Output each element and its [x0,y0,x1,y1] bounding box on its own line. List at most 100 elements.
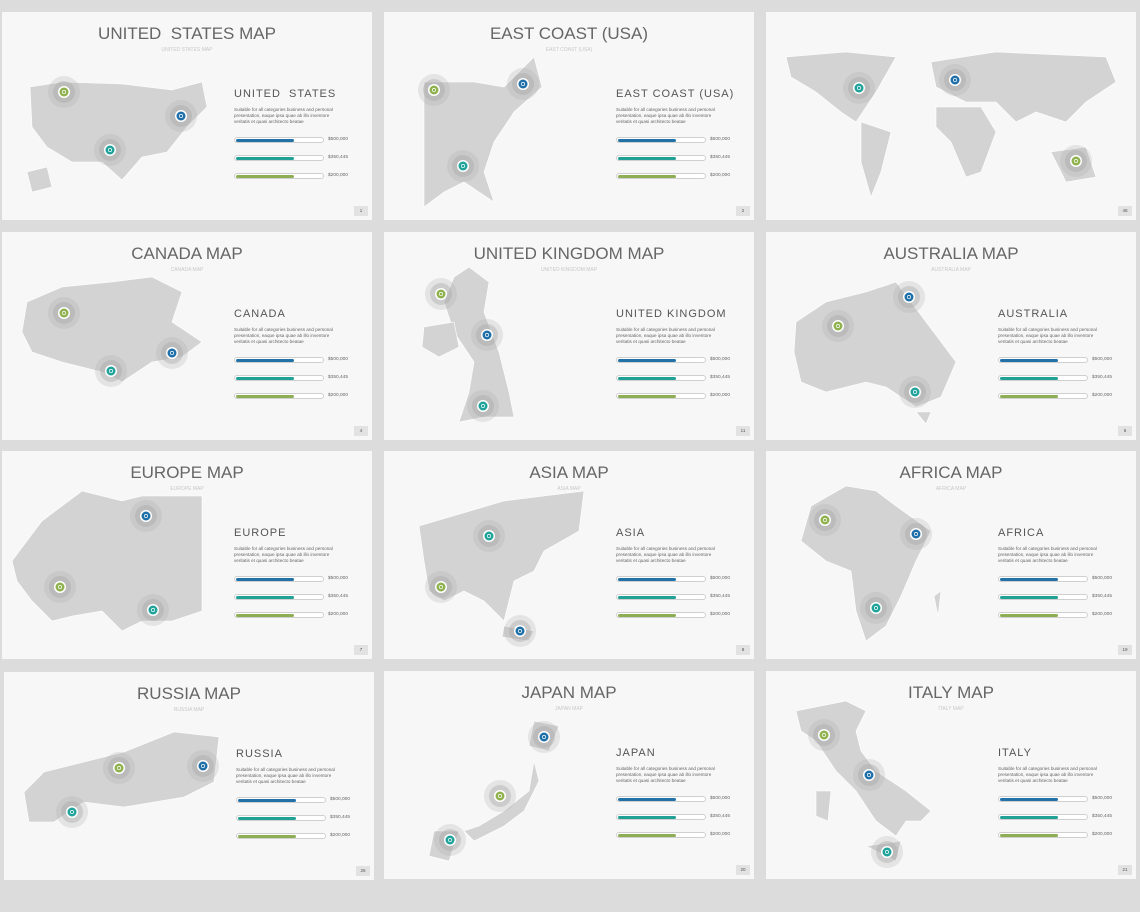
progress-value: $500,000 [1092,357,1113,362]
progress-track [616,137,706,143]
progress-fill [1000,358,1058,362]
map-region [421,321,460,358]
progress-value: $500,000 [710,796,731,801]
progress-fill [618,358,676,362]
map-marker [481,404,485,408]
slide-title: ASIA MAP [529,463,609,482]
progress-fill [1000,376,1058,380]
region-heading: ITALY [998,747,1032,759]
map [23,731,220,828]
map-region [29,81,208,181]
progress-track [236,797,326,803]
map [418,490,585,647]
progress-value: $200,000 [710,832,731,837]
progress-value: $350,445 [328,155,349,160]
progress-track [998,357,1088,363]
progress-fill [1000,613,1058,617]
region-description: Suitable for all categories business and… [234,546,333,563]
map-marker [58,585,62,589]
map-marker [885,850,889,854]
progress-track [998,393,1088,399]
slide: UNITED STATES MAP UNITED STATES MAP UNITED… [2,12,372,220]
progress-value: $350,445 [1092,594,1113,599]
map [21,276,203,387]
map-region [443,266,515,423]
progress-track [616,375,706,381]
progress-track [616,393,706,399]
region-heading: ASIA [616,527,646,539]
map [11,490,203,632]
map-region [860,121,892,198]
slide: AUSTRALIA MAP AUSTRALIA MAP AUSTRALIA Suita… [766,232,1136,440]
map-region [23,731,220,823]
progress-value: $500,000 [328,137,349,142]
map-marker [439,292,443,296]
progress-value: $350,445 [710,375,731,380]
progress-fill [236,613,294,617]
map [793,281,957,425]
progress-fill [238,798,296,802]
progress-fill [618,595,676,599]
map-marker [518,629,522,633]
map-marker [521,82,525,86]
progress-track [234,594,324,600]
slide-title: EAST COAST (USA) [489,24,649,43]
map-region [463,760,540,842]
slide-subtitle: RUSSIA MAP [173,707,205,713]
page-number: 1 [354,206,368,216]
region-heading: AFRICA [998,527,1045,539]
slide: EUROPE MAP EUROPE MAP EUROPE Suitable for a… [2,451,372,659]
progress-track [616,576,706,582]
slide-title: RUSSIA MAP [137,684,241,703]
slide-title: AFRICA MAP [899,463,1003,482]
progress-track [998,832,1088,838]
map-marker [108,148,112,152]
page-number: 2 [736,206,750,216]
page-number: 26 [356,866,370,876]
slide-title: EUROPE MAP [130,463,244,482]
progress-fill [1000,797,1058,801]
progress-fill [238,816,296,820]
map-marker [151,608,155,612]
slide: ITALY MAP ITALY MAP ITALY Suitable for all … [766,671,1136,879]
slide-title: JAPAN MAP [521,683,617,702]
slide-subtitle: AUSTRALIA MAP [931,267,971,273]
progress-track [616,594,706,600]
page-number: 8 [736,645,750,655]
slide: RUSSIA MAP RUSSIA MAP RUSSIA Suitable for a… [4,672,374,880]
map-marker [485,333,489,337]
map-region [935,106,997,178]
map-marker [953,78,957,82]
region-heading: AUSTRALIA [998,308,1069,320]
progress-fill [236,138,294,142]
slide-title: ITALY MAP [908,683,994,702]
map-marker [70,810,74,814]
slide: UNITED KINGDOM MAP UNITED KINGDOM MAP UNIT… [384,232,754,440]
region-description: Suitable for all categories business and… [616,327,715,344]
progress-track [616,612,706,618]
region-description: Suitable for all categories business and… [234,107,333,124]
map-marker [432,88,436,92]
progress-fill [236,174,294,178]
map-marker [822,733,826,737]
map-marker [1074,159,1078,163]
slide-subtitle: EUROPE MAP [170,486,204,492]
map-region [915,411,932,425]
region-description: Suitable for all categories business and… [998,327,1097,344]
progress-value: $200,000 [330,833,351,838]
progress-value: $500,000 [328,576,349,581]
map [26,76,208,193]
map-marker [914,532,918,536]
progress-fill [618,613,676,617]
region-description: Suitable for all categories business and… [236,767,335,784]
progress-value: $500,000 [710,576,731,581]
progress-track [616,173,706,179]
map-marker [144,514,148,518]
page-number: 21 [1118,865,1132,875]
map-marker [62,90,66,94]
map [785,51,1117,198]
progress-track [998,375,1088,381]
progress-fill [618,138,676,142]
region-heading: EAST COAST (USA) [616,88,735,100]
region-heading: CANADA [234,308,286,320]
